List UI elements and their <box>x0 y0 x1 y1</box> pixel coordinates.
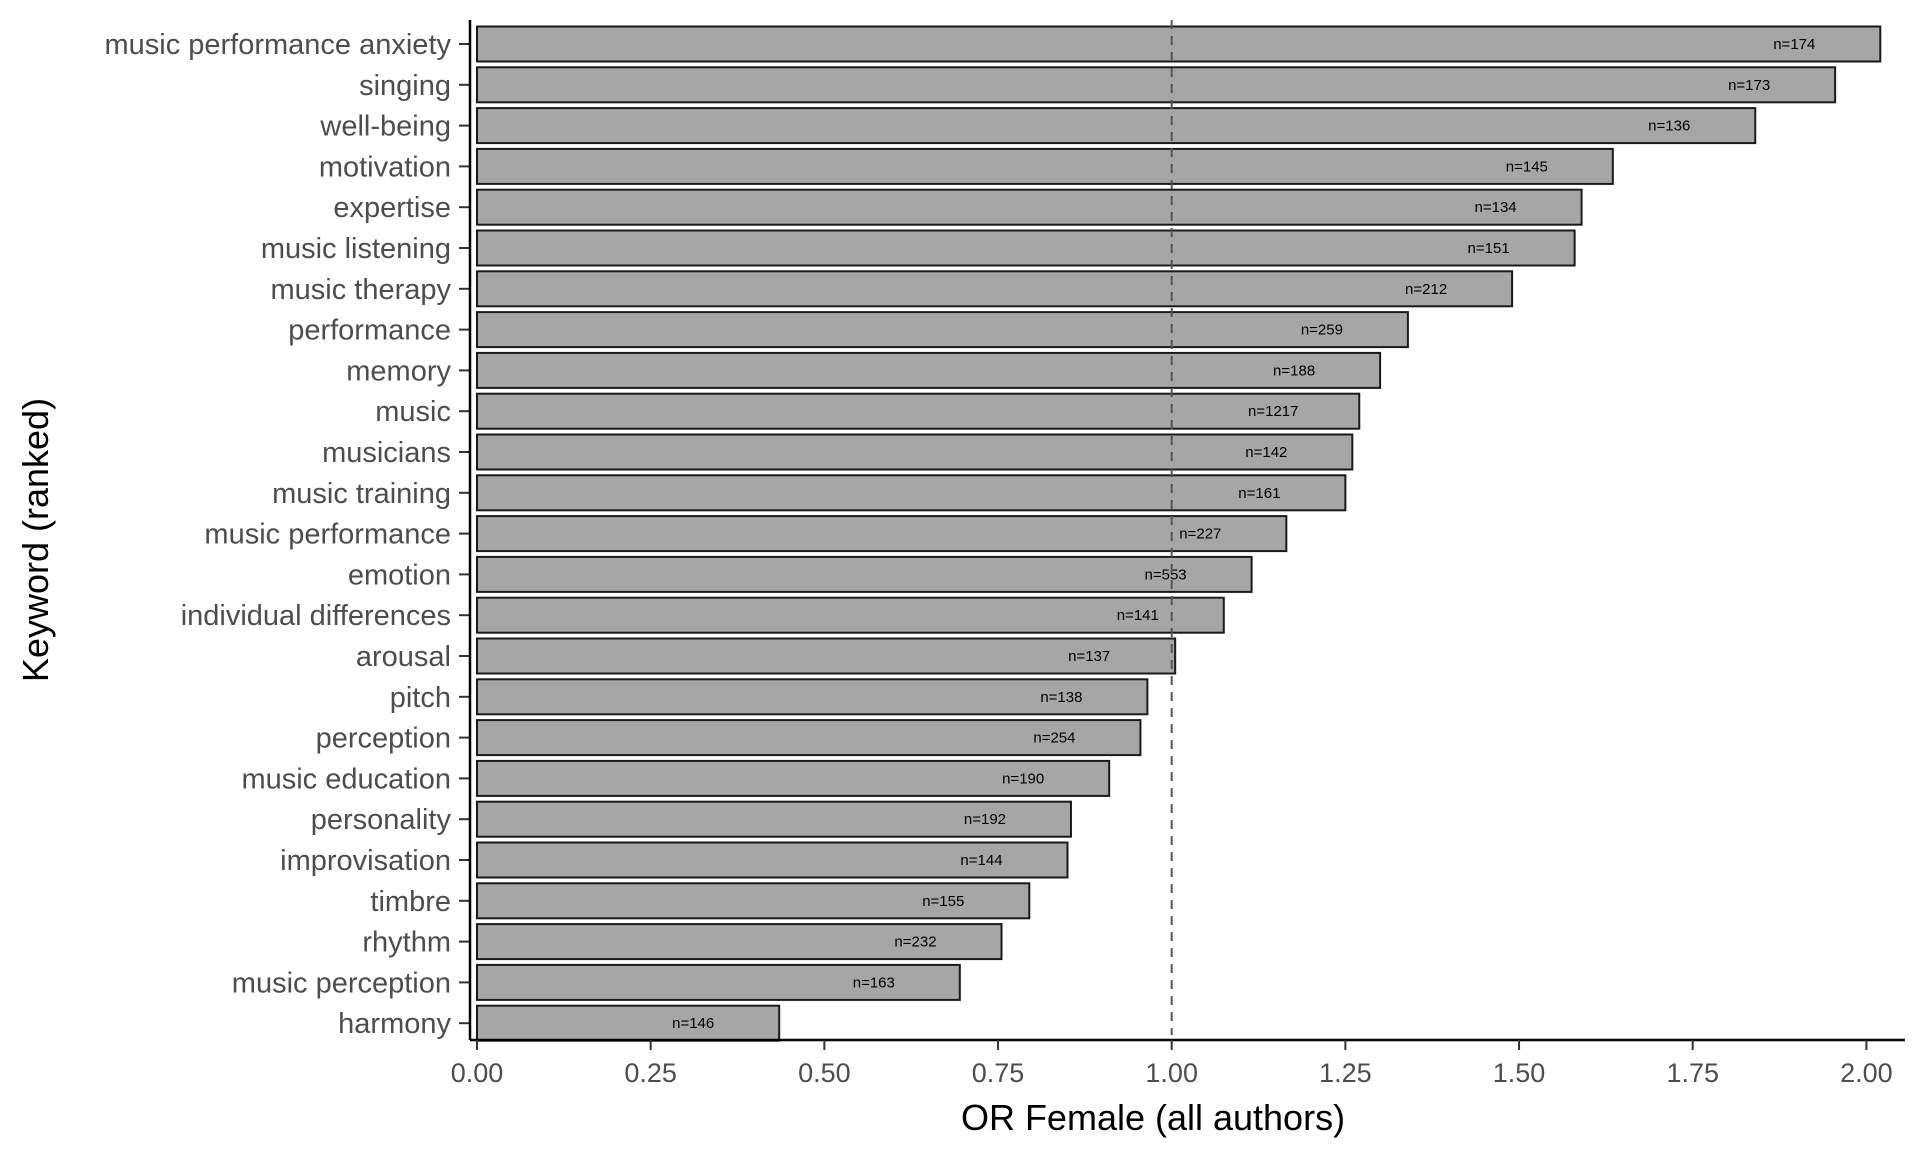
x-tick-label: 0.00 <box>451 1058 504 1088</box>
bar <box>476 719 1142 757</box>
bar-n-label: n=1217 <box>1248 403 1298 420</box>
y-tick-label: expertise <box>333 192 451 224</box>
bar-n-label: n=144 <box>960 852 1002 869</box>
y-tick-label: personality <box>311 804 452 836</box>
bar-n-label: n=188 <box>1273 362 1315 379</box>
bar-n-label: n=232 <box>894 934 936 951</box>
y-tick-label: music listening <box>261 233 451 265</box>
bar <box>476 474 1347 512</box>
bar-n-label: n=145 <box>1506 158 1548 175</box>
bar <box>476 555 1253 593</box>
bar-n-label: n=161 <box>1238 485 1280 502</box>
axes-layer: music performance anxiety singing well-bei… <box>104 20 1905 1088</box>
x-tick-label: 0.50 <box>798 1058 851 1088</box>
x-tick-label: 1.75 <box>1666 1058 1719 1088</box>
bar <box>476 678 1149 716</box>
bar <box>476 25 1882 63</box>
bar-n-label: n=146 <box>672 1015 714 1032</box>
y-tick-label: individual differences <box>181 600 451 632</box>
y-tick-label: timbre <box>370 886 451 918</box>
bar <box>476 107 1757 145</box>
y-tick-label: harmony <box>338 1008 451 1040</box>
bar <box>476 66 1837 104</box>
y-tick-label: music education <box>241 763 451 795</box>
y-tick-label: music performance <box>204 519 451 551</box>
bar-n-label: n=155 <box>922 893 964 910</box>
y-tick-label: music training <box>272 478 451 510</box>
y-tick-label: well-being <box>319 111 451 143</box>
y-tick-label: rhythm <box>362 927 451 959</box>
y-tick-label: memory <box>346 355 451 387</box>
bar-n-label: n=134 <box>1475 199 1517 216</box>
y-axis-title: Keyword (ranked) <box>15 398 56 682</box>
bar-n-label: n=137 <box>1068 648 1110 665</box>
y-tick-label: performance <box>288 315 451 347</box>
y-tick-label: music performance anxiety <box>104 29 451 61</box>
y-tick-label: music <box>375 396 451 428</box>
y-tick-label: motivation <box>319 151 451 183</box>
bar <box>476 923 1003 961</box>
bar-n-label: n=136 <box>1648 118 1690 135</box>
bar-n-label: n=212 <box>1405 281 1447 298</box>
labels-layer: n=174 n=173 n=136 n=145 n=134 n=151 n=212 n=259… <box>672 36 1815 1032</box>
bar <box>476 882 1031 920</box>
y-tick-label: musicians <box>322 437 451 469</box>
y-tick-label: arousal <box>356 641 451 673</box>
x-tick-label: 1.50 <box>1493 1058 1546 1088</box>
bar <box>476 433 1354 471</box>
bar-n-label: n=151 <box>1468 240 1510 257</box>
bar-n-label: n=141 <box>1117 607 1159 624</box>
bar <box>476 311 1409 349</box>
bar-n-label: n=227 <box>1179 526 1221 543</box>
bar <box>476 637 1177 675</box>
bar <box>476 963 961 1001</box>
x-tick-label: 2.00 <box>1840 1058 1893 1088</box>
bar <box>476 1004 781 1042</box>
bar <box>476 596 1225 634</box>
x-tick-label: 0.75 <box>972 1058 1025 1088</box>
bar-n-label: n=190 <box>1002 770 1044 787</box>
x-tick-label: 0.25 <box>624 1058 677 1088</box>
bar-n-label: n=192 <box>964 811 1006 828</box>
y-tick-label: music therapy <box>270 274 451 306</box>
y-tick-label: pitch <box>390 682 451 714</box>
x-tick-label: 1.25 <box>1319 1058 1372 1088</box>
y-tick-label: improvisation <box>280 845 451 877</box>
y-tick-label: singing <box>359 70 451 102</box>
bar-n-label: n=553 <box>1145 566 1187 583</box>
bar-n-label: n=173 <box>1728 77 1770 94</box>
bar <box>476 188 1583 226</box>
bar <box>476 147 1614 185</box>
bar-n-label: n=174 <box>1773 36 1815 53</box>
bar <box>476 800 1072 838</box>
x-axis-title: OR Female (all authors) <box>961 1097 1345 1138</box>
x-tick-label: 1.00 <box>1145 1058 1198 1088</box>
bar <box>476 270 1514 308</box>
y-tick-label: perception <box>316 723 451 755</box>
bar-n-label: n=163 <box>853 974 895 991</box>
bar-n-label: n=254 <box>1033 730 1075 747</box>
bar <box>476 392 1361 430</box>
y-tick-label: emotion <box>348 559 451 591</box>
bar <box>476 515 1288 553</box>
bar-n-label: n=138 <box>1040 689 1082 706</box>
bar-n-label: n=259 <box>1301 322 1343 339</box>
bar <box>476 759 1111 797</box>
bars-layer <box>476 25 1882 1042</box>
y-tick-label: music perception <box>232 967 451 999</box>
bar <box>476 841 1069 879</box>
bar <box>476 351 1382 389</box>
bar <box>476 229 1576 267</box>
bar-n-label: n=142 <box>1245 444 1287 461</box>
